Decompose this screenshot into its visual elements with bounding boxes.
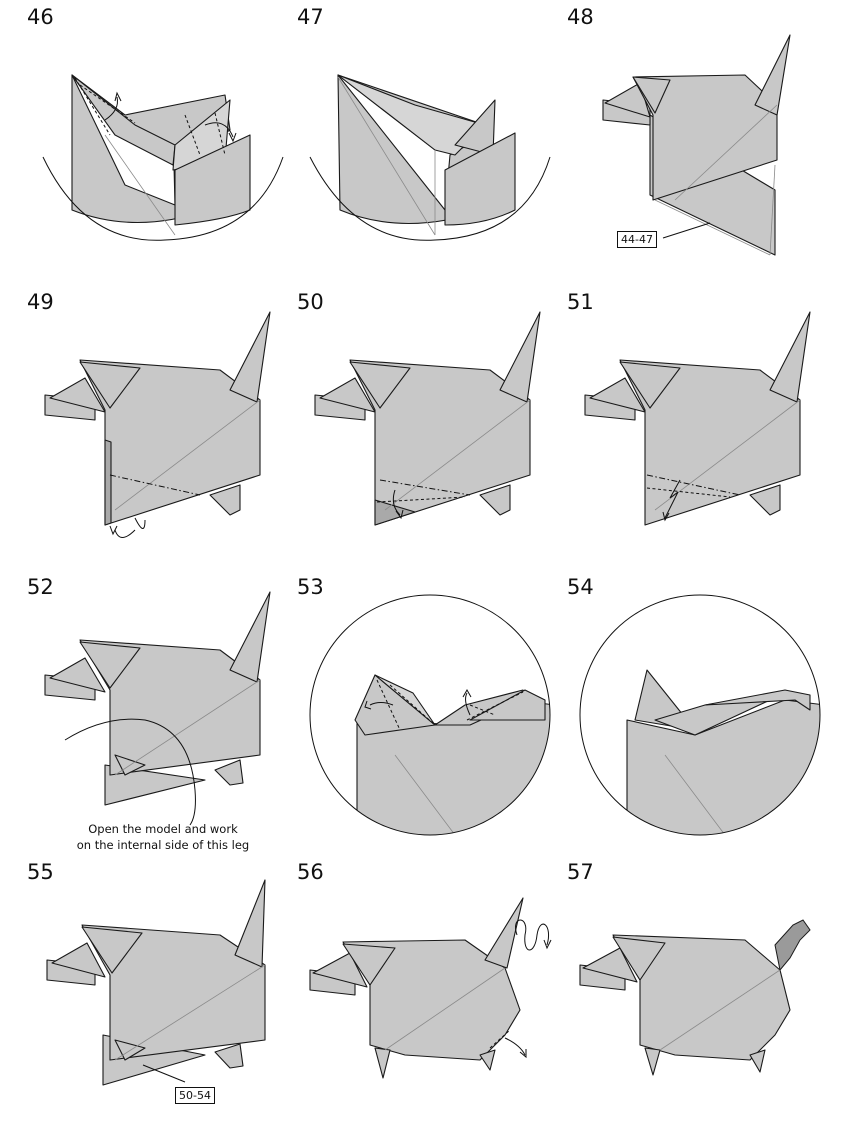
step-number: 53	[297, 575, 324, 599]
step-54-diagram	[579, 594, 821, 836]
step-number: 56	[297, 860, 324, 884]
instruction-line-2: on the internal side of this leg	[76, 838, 250, 852]
step-number: 51	[567, 290, 594, 314]
step-number: 54	[567, 575, 594, 599]
reference-leader	[662, 222, 711, 239]
step-54: 54	[565, 575, 835, 855]
step-number: 55	[27, 860, 54, 884]
step-50-diagram	[314, 311, 541, 526]
step-number: 48	[567, 5, 594, 29]
step-number: 46	[27, 5, 54, 29]
step-56: 56	[295, 860, 565, 1140]
step-52-diagram	[44, 591, 271, 826]
instruction-line-1: Open the model and work	[88, 822, 238, 836]
step-57-diagram	[579, 919, 811, 1076]
step-reference-label: 44-47	[617, 231, 657, 248]
step-53: 53	[295, 575, 565, 855]
step-number: 50	[297, 290, 324, 314]
step-47: 47	[295, 5, 565, 285]
step-57: 57	[565, 860, 835, 1140]
step-46: 46	[25, 5, 295, 285]
step-48: 48 44-47	[565, 5, 835, 285]
step-56-diagram	[309, 897, 552, 1079]
instruction-note: Open the model and work on the internal …	[53, 821, 273, 853]
step-number: 52	[27, 575, 54, 599]
step-52: 52 Open the model and work on the intern…	[25, 575, 295, 855]
step-51: 51	[565, 290, 835, 570]
step-55-diagram	[46, 879, 266, 1086]
step-47-diagram	[309, 74, 551, 241]
step-reference-label: 50-54	[175, 1087, 215, 1104]
step-53-diagram	[309, 594, 551, 836]
step-number: 49	[27, 290, 54, 314]
step-46-diagram	[42, 74, 284, 241]
step-49-diagram	[44, 311, 271, 538]
step-55: 55 50-54	[25, 860, 295, 1140]
step-49: 49	[25, 290, 295, 570]
step-48-diagram	[602, 34, 791, 256]
step-50: 50	[295, 290, 565, 570]
step-number: 57	[567, 860, 594, 884]
step-number: 47	[297, 5, 324, 29]
step-51-diagram	[584, 311, 811, 526]
